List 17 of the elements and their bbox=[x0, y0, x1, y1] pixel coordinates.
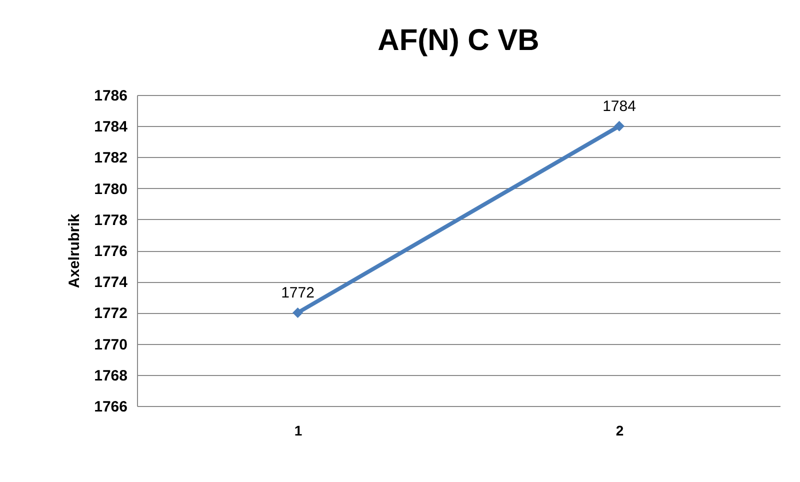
y-tick-label: 1774 bbox=[94, 274, 128, 292]
data-label: 1772 bbox=[281, 284, 314, 302]
y-tick-label: 1772 bbox=[94, 305, 128, 322]
y-tick-label: 1782 bbox=[94, 150, 128, 167]
y-tick-label: 1780 bbox=[94, 180, 128, 198]
y-tick-label: 1776 bbox=[94, 243, 128, 260]
y-tick-label: 1786 bbox=[94, 88, 128, 104]
y-axis-title: Axelrubrik bbox=[66, 213, 84, 288]
x-tick-label: 2 bbox=[616, 422, 624, 438]
y-tick-label: 1766 bbox=[94, 398, 128, 416]
chart-title: AF(N) C VB bbox=[378, 24, 540, 57]
data-label: 1784 bbox=[602, 98, 636, 116]
y-tick-label: 1768 bbox=[94, 367, 128, 384]
y-tick-label: 1770 bbox=[94, 336, 128, 354]
y-tick-label: 1784 bbox=[94, 118, 128, 136]
y-tick-label: 1778 bbox=[94, 212, 128, 229]
x-tick-label: 1 bbox=[294, 422, 302, 438]
